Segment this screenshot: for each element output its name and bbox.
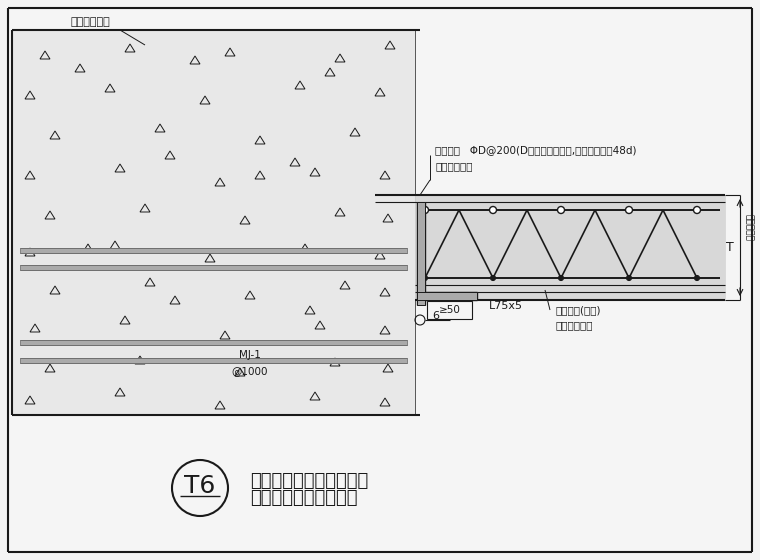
Text: 核心筒剪力墙: 核心筒剪力墙	[70, 17, 110, 27]
Circle shape	[490, 276, 496, 281]
Text: ≥50: ≥50	[439, 305, 461, 315]
Circle shape	[625, 207, 632, 213]
Text: 钢筋桁架垂直于剪力墙: 钢筋桁架垂直于剪力墙	[250, 489, 357, 507]
Text: 拉锚钢筋   ΦD@200(D用钢筋桁架上弦,外伸长度满足48d): 拉锚钢筋 ΦD@200(D用钢筋桁架上弦,外伸长度满足48d)	[435, 145, 637, 155]
Bar	[417, 292, 477, 300]
Bar	[20, 339, 407, 344]
Bar	[415, 195, 725, 300]
Bar	[427, 301, 472, 319]
Text: 楼承板与剪力墙连接节点: 楼承板与剪力墙连接节点	[250, 472, 369, 490]
Circle shape	[693, 207, 701, 213]
Text: T6: T6	[185, 474, 216, 498]
Circle shape	[422, 207, 429, 213]
Text: 详结构施工图: 详结构施工图	[435, 161, 473, 171]
Bar	[20, 357, 407, 362]
Circle shape	[489, 207, 496, 213]
Circle shape	[559, 276, 563, 281]
Bar	[417, 202, 425, 305]
Text: 楼承板厚度: 楼承板厚度	[744, 214, 753, 241]
Text: 详结构施工图: 详结构施工图	[555, 320, 593, 330]
Text: L75x5: L75x5	[489, 301, 523, 311]
Circle shape	[558, 207, 565, 213]
Text: MJ-1: MJ-1	[239, 350, 261, 360]
Bar	[20, 248, 407, 253]
Circle shape	[423, 276, 427, 281]
Text: T: T	[726, 241, 734, 254]
Bar	[20, 264, 407, 269]
Circle shape	[626, 276, 632, 281]
Text: 拉锚钢筋(如需): 拉锚钢筋(如需)	[555, 305, 600, 315]
Text: 6: 6	[432, 311, 439, 321]
Bar	[12, 30, 415, 415]
Circle shape	[695, 276, 699, 281]
Text: @1000: @1000	[232, 366, 268, 376]
